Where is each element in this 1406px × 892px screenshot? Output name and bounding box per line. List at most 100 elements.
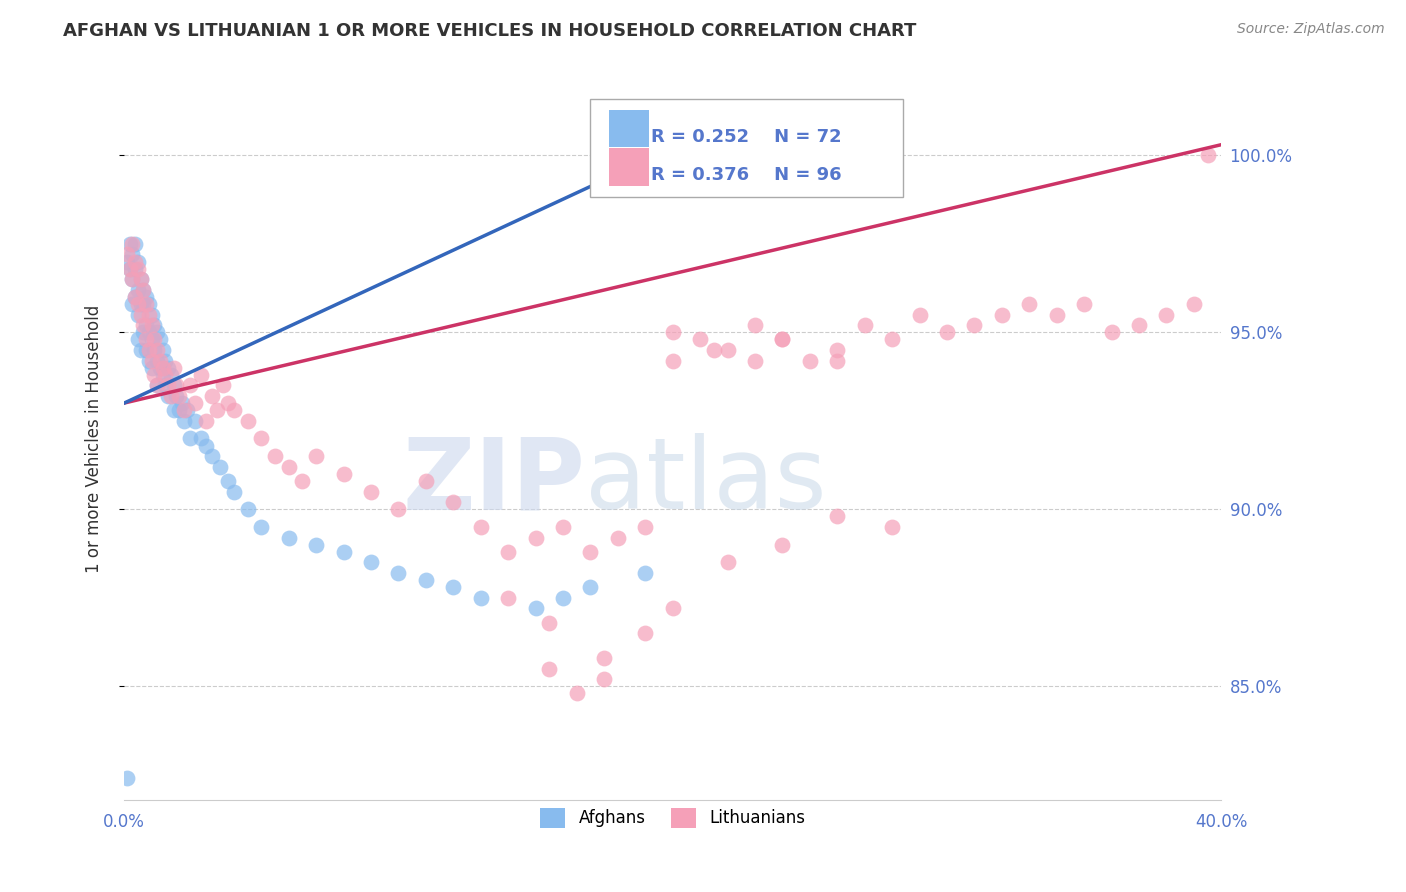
Point — [115, 247, 138, 261]
Point — [138, 297, 160, 311]
Point — [121, 297, 143, 311]
Point — [415, 573, 437, 587]
Point — [222, 403, 245, 417]
Point — [138, 343, 160, 357]
Point — [305, 449, 328, 463]
Point — [250, 520, 273, 534]
Point — [141, 353, 163, 368]
Point — [264, 449, 287, 463]
Point — [118, 261, 141, 276]
Point — [121, 247, 143, 261]
Point — [132, 318, 155, 333]
Point — [524, 531, 547, 545]
Point — [1156, 308, 1178, 322]
Point — [138, 353, 160, 368]
Point — [207, 403, 229, 417]
Point — [146, 378, 169, 392]
Point — [703, 343, 725, 357]
Point — [129, 272, 152, 286]
Point — [121, 236, 143, 251]
Point — [222, 484, 245, 499]
Point — [165, 389, 187, 403]
Point — [159, 389, 181, 403]
Point — [173, 403, 195, 417]
Point — [132, 297, 155, 311]
Point — [236, 502, 259, 516]
Point — [157, 378, 180, 392]
Point — [441, 580, 464, 594]
Point — [167, 389, 190, 403]
Point — [217, 396, 239, 410]
Point — [661, 601, 683, 615]
Point — [127, 297, 149, 311]
Point — [121, 272, 143, 286]
Point — [152, 360, 174, 375]
Point — [360, 484, 382, 499]
Point — [176, 403, 198, 417]
Point — [135, 343, 157, 357]
Point — [146, 343, 169, 357]
Point — [825, 509, 848, 524]
Point — [634, 566, 657, 580]
Point — [770, 332, 793, 346]
Point — [1128, 318, 1150, 333]
Point — [149, 360, 172, 375]
Point — [115, 772, 138, 786]
Point — [124, 290, 146, 304]
Point — [201, 389, 224, 403]
Point — [155, 368, 177, 382]
Point — [127, 261, 149, 276]
Point — [551, 520, 574, 534]
Point — [118, 261, 141, 276]
Point — [167, 403, 190, 417]
Point — [184, 414, 207, 428]
Point — [825, 343, 848, 357]
Point — [565, 686, 588, 700]
Point — [190, 432, 212, 446]
Point — [143, 332, 166, 346]
Point — [155, 353, 177, 368]
Point — [149, 353, 172, 368]
Point — [441, 495, 464, 509]
Point — [236, 414, 259, 428]
Point — [689, 332, 711, 346]
Point — [162, 403, 184, 417]
Point — [209, 459, 232, 474]
Point — [770, 538, 793, 552]
Point — [1101, 326, 1123, 340]
Point — [661, 353, 683, 368]
Point — [201, 449, 224, 463]
Point — [799, 353, 821, 368]
Point — [141, 332, 163, 346]
Point — [593, 651, 616, 665]
Point — [190, 368, 212, 382]
Point — [606, 531, 628, 545]
Point — [991, 308, 1014, 322]
Point — [143, 343, 166, 357]
Point — [135, 318, 157, 333]
FancyBboxPatch shape — [609, 110, 650, 147]
Point — [579, 545, 602, 559]
Point — [155, 378, 177, 392]
Point — [157, 389, 180, 403]
Point — [496, 591, 519, 605]
Point — [524, 601, 547, 615]
Point — [496, 545, 519, 559]
Point — [162, 378, 184, 392]
Point — [135, 332, 157, 346]
Point — [170, 396, 193, 410]
Point — [146, 353, 169, 368]
Text: ZIP: ZIP — [402, 434, 585, 531]
Point — [152, 368, 174, 382]
Point — [127, 254, 149, 268]
Point — [770, 332, 793, 346]
Point — [661, 326, 683, 340]
Point — [853, 318, 876, 333]
Point — [470, 591, 492, 605]
Point — [551, 591, 574, 605]
FancyBboxPatch shape — [609, 148, 650, 186]
Point — [138, 308, 160, 322]
Point — [277, 531, 299, 545]
Text: AFGHAN VS LITHUANIAN 1 OR MORE VEHICLES IN HOUSEHOLD CORRELATION CHART: AFGHAN VS LITHUANIAN 1 OR MORE VEHICLES … — [63, 22, 917, 40]
Point — [882, 332, 904, 346]
